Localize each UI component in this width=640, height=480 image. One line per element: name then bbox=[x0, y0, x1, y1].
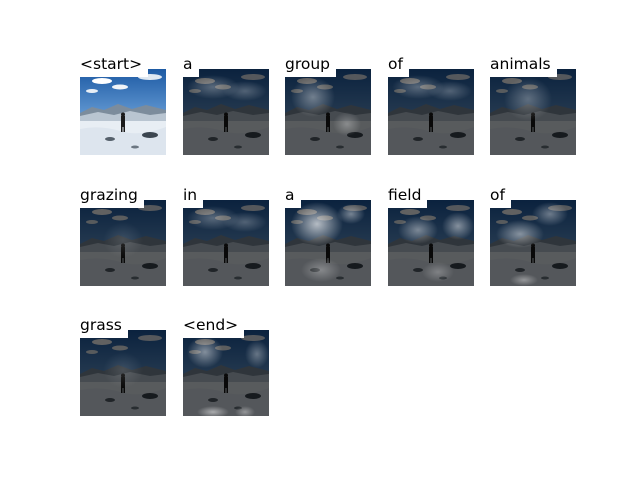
attention-panel: a bbox=[183, 54, 269, 155]
attention-map-image bbox=[490, 69, 576, 155]
caption-word: grazing bbox=[80, 185, 144, 208]
attention-map-image bbox=[285, 69, 371, 155]
caption-word: of bbox=[388, 54, 409, 77]
attention-panel: of bbox=[388, 54, 474, 155]
caption-word: field bbox=[388, 185, 428, 208]
attention-panel: a bbox=[285, 185, 371, 286]
attention-panel: in bbox=[183, 185, 269, 286]
attention-map-image bbox=[183, 69, 269, 155]
caption-word: in bbox=[183, 185, 204, 208]
caption-word: a bbox=[183, 54, 199, 77]
attention-panel: of bbox=[490, 185, 576, 286]
attention-map-image bbox=[388, 200, 474, 286]
attention-panel: <start> bbox=[80, 54, 166, 155]
attention-panel: grazing bbox=[80, 185, 166, 286]
caption-word: grass bbox=[80, 315, 128, 338]
attention-map-image bbox=[183, 330, 269, 416]
caption-word: <end> bbox=[183, 315, 245, 338]
attention-panel: animals bbox=[490, 54, 576, 155]
attention-map-image bbox=[388, 69, 474, 155]
caption-word: of bbox=[490, 185, 511, 208]
caption-word: animals bbox=[490, 54, 557, 77]
caption-word: a bbox=[285, 185, 301, 208]
attention-panel: group bbox=[285, 54, 371, 155]
attention-panel: <end> bbox=[183, 315, 269, 416]
caption-word: <start> bbox=[80, 54, 149, 77]
attention-map-image bbox=[183, 200, 269, 286]
attention-map-image bbox=[80, 200, 166, 286]
caption-word: group bbox=[285, 54, 337, 77]
original-image bbox=[80, 69, 166, 155]
attention-map-image bbox=[285, 200, 371, 286]
attention-map-image bbox=[490, 200, 576, 286]
attention-panel: field bbox=[388, 185, 474, 286]
attention-map-image bbox=[80, 330, 166, 416]
attention-panel: grass bbox=[80, 315, 166, 416]
